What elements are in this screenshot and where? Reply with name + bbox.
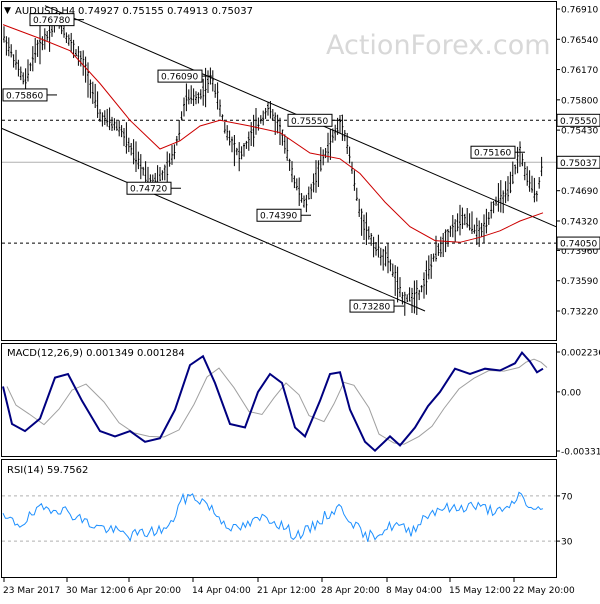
- level-label-box: [556, 113, 600, 127]
- y-tick-label: 0.73220: [561, 308, 598, 318]
- current-price-box: [556, 155, 600, 169]
- channel-lower-line: [1, 128, 426, 312]
- x-tick-label: 21 Apr 12:00: [257, 586, 316, 596]
- macd-tick-label: 0.002236: [561, 349, 600, 359]
- rsi-tick-label: 30: [561, 538, 573, 548]
- annotation-label: 0.74720: [130, 185, 167, 195]
- annotation-label: 0.75550: [291, 117, 328, 127]
- price-annotations: 0.76780 0.75860 0.76090 0.74720 0.74390 0.755…: [2, 13, 525, 313]
- x-axis: 23 Mar 2017 30 Mar 12:00 6 Apr 20:00 14 Apr…: [3, 578, 575, 596]
- price-header-ohlc: 0.74927 0.75155 0.74913 0.75037: [78, 6, 253, 17]
- annotation-label: 0.75160: [474, 149, 511, 159]
- price-y-axis: 0.76910 0.76540 0.76170 0.75800 0.75430 0.750…: [556, 6, 600, 318]
- ma-line: [2, 24, 544, 243]
- annotation-label: 0.75860: [6, 91, 43, 101]
- level-label: 0.75550: [560, 117, 597, 127]
- y-tick-label: 0.73960: [561, 247, 598, 257]
- price-levels: [2, 119, 556, 244]
- y-tick-label: 0.75800: [561, 96, 598, 106]
- macd-tick-label: 0.00: [561, 388, 581, 398]
- macd-panel-frame: [1, 343, 557, 457]
- rsi-panel-frame: [1, 459, 557, 578]
- y-tick-label: 0.74320: [561, 217, 598, 227]
- y-tick-label: 0.75430: [561, 127, 598, 137]
- y-tick-label: 0.74690: [561, 187, 598, 197]
- rsi-lines: 70 30: [2, 491, 573, 548]
- rsi-header: RSI(14) 59.7562: [7, 465, 88, 476]
- y-tick-label: 0.76910: [561, 6, 598, 16]
- rsi-tick-label: 70: [561, 492, 573, 502]
- watermark: ActionForex.com: [326, 30, 551, 61]
- x-tick-label: 28 Apr 20:00: [321, 586, 380, 596]
- level-label-box: [556, 236, 600, 250]
- annotation-label: 0.76780: [33, 16, 70, 26]
- x-tick-label: 6 Apr 20:00: [128, 586, 181, 596]
- x-tick-label: 8 May 04:00: [386, 586, 442, 596]
- moving-average: [2, 24, 544, 243]
- annotation-label: 0.74390: [260, 212, 297, 222]
- level-label: 0.74050: [560, 240, 597, 250]
- x-tick-label: 22 May 20:00: [513, 586, 575, 596]
- y-tick-label: 0.76540: [561, 36, 598, 46]
- dropdown-arrow-icon[interactable]: ▼: [4, 6, 11, 16]
- rsi-line: [2, 491, 544, 542]
- x-tick-label: 23 Mar 2017: [3, 586, 60, 596]
- x-tick-label: 14 Apr 04:00: [192, 586, 251, 596]
- y-tick-label: 0.76170: [561, 66, 598, 76]
- x-tick-label: 30 Mar 12:00: [66, 586, 126, 596]
- price-bars: [3, 11, 543, 316]
- annotation-label: 0.73280: [353, 303, 390, 313]
- current-price-label: 0.75037: [560, 159, 597, 169]
- macd-signal-line: [6, 358, 548, 445]
- macd-header: MACD(12,26,9) 0.001349 0.001284: [7, 348, 185, 359]
- price-panel-frame: [1, 1, 557, 341]
- annotation-label: 0.76090: [161, 73, 198, 83]
- macd-lines: 0.002236 0.00 -0.003316: [2, 349, 600, 458]
- x-tick-label: 15 May 12:00: [449, 586, 511, 596]
- macd-main-line: [2, 350, 544, 453]
- macd-tick-label: -0.003316: [561, 448, 600, 458]
- price-header-symbol: AUDUSD,H4: [15, 6, 75, 17]
- y-tick-label: 0.73590: [561, 277, 598, 287]
